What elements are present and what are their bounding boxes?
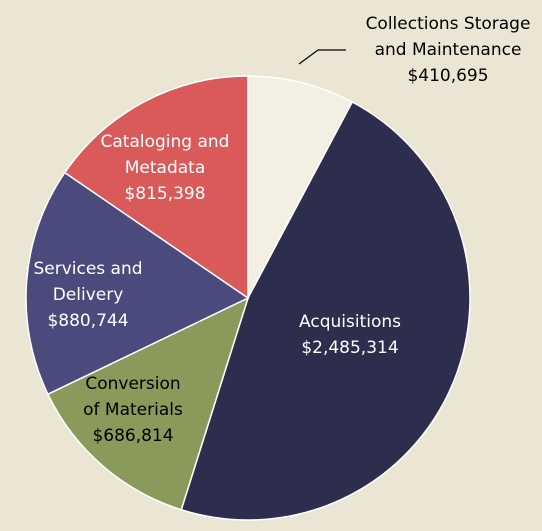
slice-label: Acquisitions $2,485,314 — [275, 309, 425, 361]
category-label: Services and Delivery — [33, 259, 143, 305]
category-label: Acquisitions — [299, 312, 401, 332]
pie-slice — [247, 75, 354, 299]
pie-slice — [180, 100, 471, 521]
category-label: Conversion of Materials — [83, 374, 183, 420]
value-label: $410,695 — [407, 66, 489, 86]
value-label: $686,814 — [92, 426, 174, 446]
value-label: $815,398 — [124, 184, 206, 204]
category-label: Cataloging and Metadata — [100, 132, 230, 178]
slice-label: Cataloging and Metadata $815,398 — [95, 129, 235, 207]
value-label: $880,744 — [47, 311, 129, 331]
slice-label: Collections Storage and Maintenance $410… — [358, 11, 538, 89]
slice-label: Conversion of Materials $686,814 — [78, 371, 188, 449]
slice-label: Services and Delivery $880,744 — [23, 256, 153, 334]
category-label: Collections Storage and Maintenance — [365, 14, 531, 60]
pie-slice — [63, 75, 249, 300]
value-label: $2,485,314 — [301, 338, 399, 358]
pie-slice — [46, 296, 250, 511]
pie-slice — [25, 171, 250, 396]
leader-line — [298, 49, 346, 65]
